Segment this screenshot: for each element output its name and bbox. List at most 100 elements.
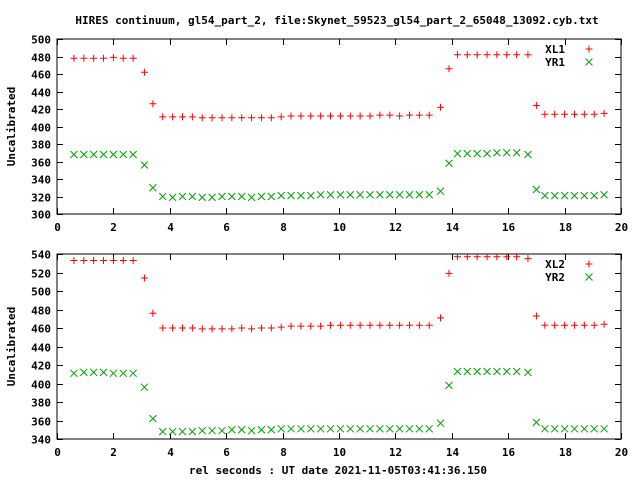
data-point-XL1 [149, 100, 157, 108]
chart-title: HIRES continuum, gl54_part_2, file:Skyne… [75, 14, 598, 27]
data-point-XL1 [463, 51, 471, 59]
data-point-XL1 [208, 114, 216, 122]
data-point-YR2 [277, 424, 286, 433]
x-tick-label: 8 [280, 221, 287, 234]
x-tick-label: 18 [559, 221, 572, 234]
data-point-YR2 [119, 369, 128, 378]
data-point-YR2 [336, 424, 345, 433]
data-point-XL1 [437, 103, 445, 111]
x-tick-label: 8 [280, 446, 287, 459]
data-point-YR1 [227, 192, 236, 201]
data-point-YR2 [415, 424, 424, 433]
data-point-XL1 [376, 111, 384, 119]
data-point-XL1 [415, 111, 423, 119]
data-point-YR2 [436, 419, 445, 428]
data-point-XL2 [119, 256, 127, 264]
data-point-YR2 [178, 427, 187, 436]
legend-marker [585, 273, 593, 281]
data-point-XL2 [277, 323, 285, 331]
data-point-XL2 [445, 269, 453, 277]
data-point-YR1 [590, 191, 599, 200]
data-point-XL1 [129, 54, 137, 62]
data-point-YR2 [237, 425, 246, 434]
data-point-XL2 [590, 321, 598, 329]
legend-label: XL1 [545, 43, 565, 56]
x-tick-label: 14 [446, 221, 460, 234]
data-point-XL2 [90, 256, 98, 264]
data-point-XL1 [503, 51, 511, 59]
data-point-YR1 [463, 149, 472, 158]
data-point-XL2 [218, 325, 226, 333]
data-point-XL2 [396, 321, 404, 329]
y-tick-label: 440 [31, 342, 51, 355]
y-tick-label: 340 [31, 174, 51, 187]
data-point-XL1 [100, 54, 108, 62]
data-point-XL1 [473, 51, 481, 59]
data-point-XL2 [336, 321, 344, 329]
legend-label: XL2 [545, 258, 565, 271]
data-point-XL2 [198, 325, 206, 333]
data-point-XL1 [297, 112, 305, 120]
data-point-YR2 [366, 424, 374, 433]
y-tick-label: 500 [31, 34, 51, 47]
data-point-XL1 [228, 114, 236, 122]
data-point-XL2 [100, 256, 108, 264]
data-point-XL1 [541, 110, 549, 118]
data-point-YR2 [600, 424, 608, 433]
y-tick-label: 400 [31, 122, 51, 135]
data-point-YR1 [425, 190, 434, 199]
data-point-XL2 [129, 256, 137, 264]
data-point-XL2 [287, 322, 295, 330]
y-tick-label: 300 [31, 209, 51, 222]
data-point-YR2 [483, 367, 491, 376]
data-point-XL2 [317, 322, 325, 330]
data-point-YR2 [89, 368, 98, 377]
data-point-XL2 [473, 253, 481, 261]
data-point-YR1 [436, 187, 445, 196]
data-point-YR1 [415, 190, 424, 199]
data-point-XL2 [415, 321, 423, 329]
data-point-YR1 [257, 192, 266, 201]
data-point-XL1 [396, 112, 404, 120]
y-tick-label: 480 [31, 305, 51, 318]
legend-label: YR2 [545, 271, 565, 284]
data-point-YR1 [168, 193, 177, 202]
data-point-XL1 [445, 65, 453, 73]
data-point-YR2 [346, 424, 355, 433]
data-point-XL1 [366, 112, 374, 120]
data-point-YR1 [326, 190, 335, 199]
data-point-YR1 [541, 191, 549, 200]
data-point-XL2 [327, 321, 335, 329]
data-point-XL2 [406, 321, 413, 329]
data-point-YR2 [376, 424, 384, 433]
y-tick-label: 500 [31, 286, 51, 299]
data-point-YR2 [129, 369, 137, 378]
data-point-XL2 [70, 256, 78, 264]
data-point-YR2 [257, 425, 266, 434]
data-point-XL2 [463, 253, 471, 261]
data-point-YR1 [366, 190, 374, 199]
data-point-XL1 [327, 112, 335, 120]
data-point-XL2 [159, 324, 167, 332]
y-tick-label: 360 [31, 157, 51, 170]
series-YR2 [70, 367, 608, 436]
data-point-XL1 [570, 110, 578, 118]
data-point-XL1 [513, 51, 521, 59]
data-point-YR2 [140, 383, 149, 392]
x-tick-label: 2 [110, 221, 117, 234]
data-point-XL1 [317, 112, 325, 120]
data-point-XL1 [287, 112, 295, 120]
data-point-XL2 [376, 321, 384, 329]
x-tick-label: 0 [54, 221, 61, 234]
data-point-YR2 [109, 369, 118, 378]
data-point-XL1 [551, 110, 559, 118]
data-point-XL2 [541, 321, 549, 329]
x-tick-label: 2 [110, 446, 117, 459]
top-plot-panel: 300 320 340 360 380 400 420 440 460 480 500 0 2 4 6 8 10… [5, 34, 628, 235]
data-point-YR1 [109, 150, 118, 159]
data-point-XL2 [551, 321, 559, 329]
data-point-YR1 [550, 191, 559, 200]
data-point-YR2 [218, 426, 226, 435]
data-point-YR2 [570, 424, 579, 433]
data-point-YR1 [99, 150, 108, 159]
